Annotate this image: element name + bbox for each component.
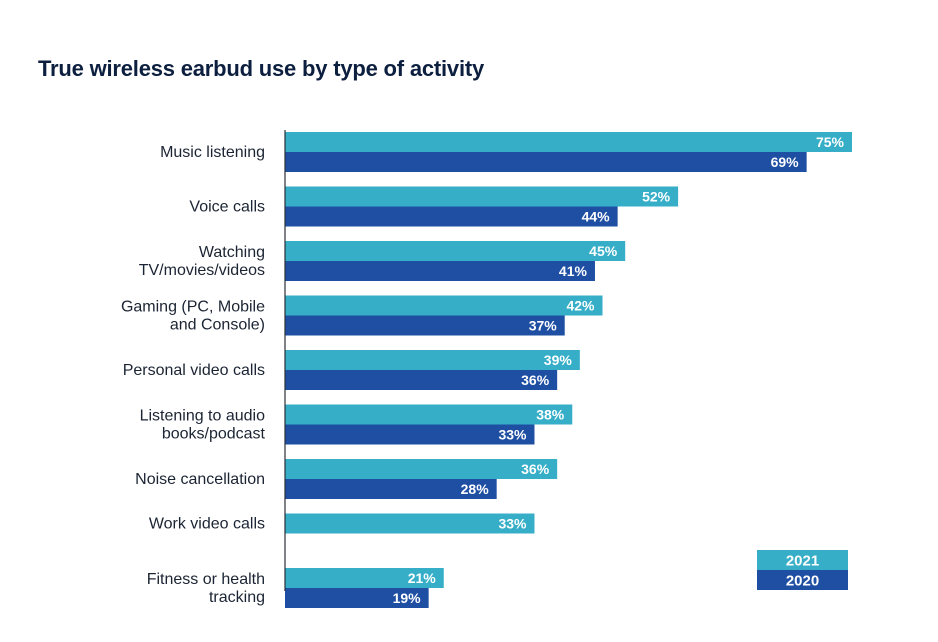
category-label-line: Gaming (PC, Mobile [121,299,265,316]
category-label-line: and Console) [170,317,265,334]
legend-swatch-2020 [757,570,848,590]
legend-label: 2020 [786,573,819,590]
category-label-line: tracking [209,589,265,606]
data-label: 19% [393,590,422,606]
data-label: 75% [816,134,845,150]
category-label: Noise cancellation [135,471,265,488]
category-label-line: Voice calls [189,199,265,216]
bar-group: 42% 37% Gaming (PC, Mobile and Console) [121,295,603,336]
bar-2020 [285,206,618,227]
bar-2020 [285,315,565,336]
data-label: 42% [566,298,595,314]
chart-title: True wireless earbud use by type of acti… [38,56,485,81]
data-label: 33% [498,516,527,532]
data-label: 44% [582,209,611,225]
category-label-line: TV/movies/videos [139,262,265,279]
bar-group: 38% 33% Listening to audio books/podcast [140,404,573,445]
bar-group: 36% 28% Noise cancellation [135,459,558,499]
legend-swatch-2021 [757,550,848,570]
bar-2021 [285,241,626,261]
bar-2021 [285,404,573,425]
data-label: 41% [559,263,588,279]
data-label: 69% [771,154,800,170]
bar-2020 [285,588,429,608]
bar-2021 [285,132,852,152]
bar-2021 [285,568,444,588]
category-label-line: Work video calls [149,516,265,533]
category-label: Music listening [160,144,265,161]
bar-group: 39% 36% Personal video calls [123,350,580,390]
bar-2021 [285,513,535,534]
bar-2020 [285,424,535,445]
category-label-line: Watching [199,244,265,261]
bar-2021 [285,295,603,316]
bar-2020 [285,370,558,390]
category-label-line: Fitness or health [147,571,265,588]
bar-group: 52% 44% Voice calls [189,186,679,227]
legend-label: 2021 [786,553,819,570]
data-label: 33% [498,427,527,443]
data-label: 28% [461,481,490,497]
bar-2020 [285,152,807,172]
data-label: 39% [544,352,573,368]
category-label: Work video calls [149,516,265,533]
data-label: 21% [408,570,437,586]
category-label-line: Noise cancellation [135,471,265,488]
category-label-line: Music listening [160,144,265,161]
category-label: Personal video calls [123,362,265,379]
bar-2021 [285,186,679,207]
bar-group: 21% 19% Fitness or health tracking [147,568,444,608]
data-label: 36% [521,372,550,388]
legend: 2021 2020 [757,550,848,590]
bar-2020 [285,479,497,499]
bar-group: 33% Work video calls [149,513,535,534]
bar-group: 75% 69% Music listening [160,132,852,172]
data-label: 38% [536,407,565,423]
data-label: 37% [529,318,558,334]
data-label: 45% [589,243,618,259]
category-label: Gaming (PC, Mobile and Console) [121,299,265,334]
category-label: Watching TV/movies/videos [139,244,265,279]
category-label: Voice calls [189,199,265,216]
category-label: Listening to audio books/podcast [140,408,266,443]
category-label-line: Personal video calls [123,362,265,379]
data-label: 52% [642,189,671,205]
bar-group: 45%41% Watching TV/movies/videos [139,241,626,281]
data-label: 36% [521,461,550,477]
bar-2021 [285,459,558,479]
category-label-line: books/podcast [162,426,266,443]
category-label-line: Listening to audio [140,408,266,425]
category-label: Fitness or health tracking [147,571,265,606]
bar-2021 [285,350,580,370]
bar-2020 [285,261,595,281]
